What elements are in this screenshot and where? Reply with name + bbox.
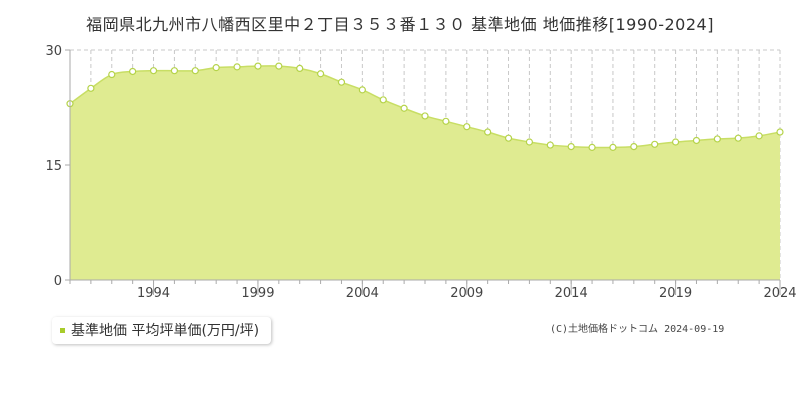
data-point xyxy=(254,62,262,70)
data-point xyxy=(149,67,158,75)
data-point xyxy=(108,70,116,79)
data-point xyxy=(316,70,325,78)
legend-label: 基準地価 平均坪単価(万円/坪) xyxy=(71,323,260,339)
data-point xyxy=(713,135,721,143)
x-tick-label: 2014 xyxy=(555,286,588,301)
data-point xyxy=(296,64,304,73)
y-tick-label: 0 xyxy=(54,274,62,289)
chart-title: 福岡県北九州市八幡西区里中２丁目３５３番１３０ 基準地価 地価推移[1990-2… xyxy=(86,15,714,34)
credit-text: (C)土地価格ドットコム 2024-09-19 xyxy=(550,324,725,335)
data-point xyxy=(212,64,220,72)
data-point xyxy=(442,117,450,125)
data-point xyxy=(525,138,534,146)
data-point xyxy=(567,143,575,151)
data-point xyxy=(170,67,179,75)
data-point xyxy=(233,63,241,71)
data-point xyxy=(692,136,701,145)
data-point xyxy=(651,140,659,148)
data-point xyxy=(129,67,137,76)
data-point xyxy=(463,123,471,131)
data-point xyxy=(400,104,408,112)
data-point xyxy=(609,143,617,151)
data-point xyxy=(191,67,199,75)
x-tick-label: 2019 xyxy=(659,286,692,301)
y-tick-label: 30 xyxy=(45,44,62,59)
x-tick-label: 1999 xyxy=(241,286,274,301)
data-point xyxy=(755,132,763,140)
x-tick-label: 2004 xyxy=(346,286,379,301)
y-tick-label: 15 xyxy=(45,159,62,174)
tick-labels: 0 15 30 1994 1999 2004 2009 2014 2019 2024 xyxy=(45,44,796,301)
x-tick-label: 2024 xyxy=(763,286,796,301)
data-point xyxy=(588,143,596,151)
data-point xyxy=(734,134,742,142)
data-point xyxy=(379,96,387,104)
data-point xyxy=(630,143,638,151)
data-point xyxy=(275,62,283,70)
data-point xyxy=(337,78,346,86)
data-point xyxy=(484,128,492,136)
legend-marker-icon xyxy=(60,327,65,333)
data-point xyxy=(421,112,429,120)
data-point xyxy=(671,138,680,146)
x-tick-label: 2009 xyxy=(450,286,483,301)
legend: 基準地価 平均坪単価(万円/坪) xyxy=(52,317,272,344)
data-point xyxy=(504,134,513,142)
data-point xyxy=(546,141,554,149)
data-point xyxy=(776,128,784,136)
data-point xyxy=(87,84,95,92)
area-fill xyxy=(70,65,780,280)
x-tick-label: 1994 xyxy=(137,286,170,301)
data-point xyxy=(358,86,366,94)
